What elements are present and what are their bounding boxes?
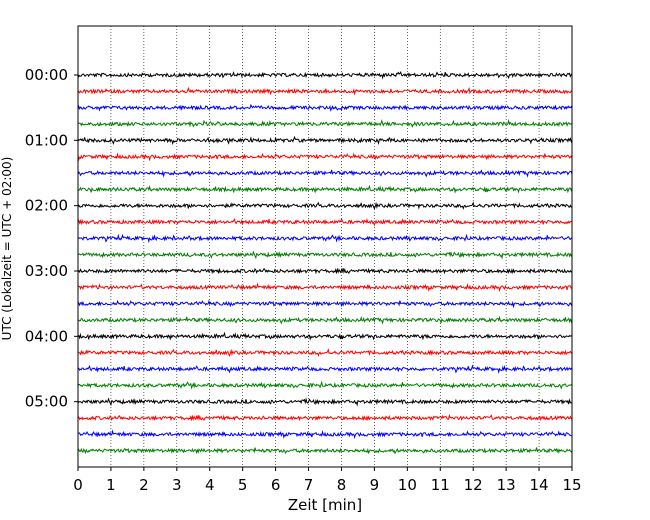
- trace-0000: [77, 71, 573, 80]
- y-tick-label: 05:00: [25, 393, 68, 411]
- x-tick-label: 1: [106, 476, 116, 494]
- trace-0330: [77, 299, 573, 309]
- y-axis-ticks: 00:00 01:00 02:00 03:00 04:00 05:00: [25, 66, 78, 411]
- x-tick-label: 12: [464, 476, 483, 494]
- trace-0345: [77, 315, 573, 325]
- seismic-traces: [77, 71, 573, 455]
- trace-0145: [77, 184, 573, 194]
- trace-0415: [77, 348, 573, 357]
- x-tick-label: 11: [431, 476, 450, 494]
- y-axis-label: UTC (Lokalzeit = UTC + 02:00): [0, 157, 14, 341]
- x-tick-label: 5: [238, 476, 248, 494]
- trace-0515: [77, 413, 573, 422]
- x-tick-label: 10: [398, 476, 417, 494]
- trace-0130: [77, 168, 573, 178]
- x-tick-label: 14: [530, 476, 549, 494]
- x-tick-label: 8: [337, 476, 347, 494]
- x-tick-label: 3: [172, 476, 182, 494]
- trace-0315: [77, 282, 573, 293]
- y-tick-label: 02:00: [25, 197, 68, 215]
- x-tick-label: 0: [73, 476, 83, 494]
- trace-0245: [77, 250, 573, 260]
- trace-0215: [77, 217, 573, 227]
- x-tick-label: 6: [271, 476, 281, 494]
- x-axis-label: Zeit [min]: [288, 496, 362, 514]
- trace-0200: [77, 201, 573, 210]
- x-tick-label: 7: [304, 476, 314, 494]
- x-tick-label: 9: [370, 476, 380, 494]
- trace-0045: [77, 118, 573, 128]
- y-tick-label: 00:00: [25, 66, 68, 84]
- y-tick-label: 01:00: [25, 131, 68, 149]
- trace-0500: [77, 397, 573, 407]
- y-tick-label: 04:00: [25, 327, 68, 345]
- trace-0300: [77, 267, 573, 275]
- trace-0445: [77, 380, 573, 390]
- trace-0400: [77, 331, 573, 341]
- x-tick-label: 2: [139, 476, 149, 494]
- x-tick-label: 15: [562, 476, 581, 494]
- trace-0030: [77, 103, 573, 112]
- trace-0115: [77, 152, 573, 162]
- trace-0545: [77, 447, 573, 455]
- x-axis-ticks: 0 1 2 3 4 5 6 7 8 9 10 11 12 13 14 15: [73, 467, 582, 494]
- trace-0015: [77, 86, 573, 96]
- trace-0430: [77, 364, 573, 374]
- x-tick-label: 13: [497, 476, 516, 494]
- trace-0530: [77, 429, 573, 440]
- x-tick-label: 4: [205, 476, 215, 494]
- trace-0100: [77, 135, 573, 146]
- plot-frame: [77, 25, 573, 468]
- trace-0230: [77, 233, 573, 244]
- y-tick-label: 03:00: [25, 262, 68, 280]
